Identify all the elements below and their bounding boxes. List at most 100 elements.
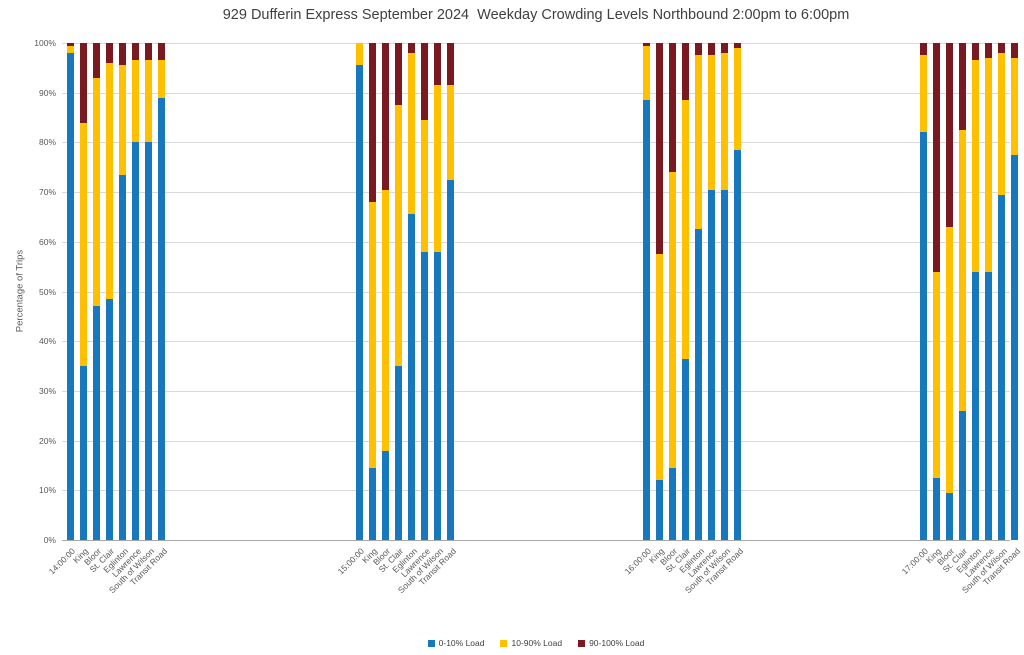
bar-segment-0-10 xyxy=(158,97,165,540)
bar-14:00:00-Transit Road xyxy=(158,43,165,540)
bar-17:00:00-Lawrence xyxy=(985,43,992,540)
bar-group-16:00:00 xyxy=(643,43,741,540)
y-tick-label: 10% xyxy=(38,485,56,496)
bar-segment-90-100 xyxy=(408,43,415,53)
gridline xyxy=(62,490,1010,492)
bar-15:00:00-King xyxy=(369,43,376,540)
bar-segment-10-90 xyxy=(382,189,389,451)
bar-segment-10-90 xyxy=(985,57,992,272)
bar-segment-10-90 xyxy=(643,45,650,101)
y-tick-label: 80% xyxy=(38,137,56,148)
bar-segment-0-10 xyxy=(643,100,650,540)
bar-segment-10-90 xyxy=(669,172,676,468)
bar-segment-90-100 xyxy=(998,43,1005,53)
legend-swatch-icon xyxy=(578,639,586,647)
bar-segment-90-100 xyxy=(93,43,100,78)
bar-segment-90-100 xyxy=(959,43,966,130)
bar-segment-90-100 xyxy=(721,43,728,53)
bar-segment-10-90 xyxy=(408,52,415,215)
bar-segment-90-100 xyxy=(682,43,689,101)
bar-segment-10-90 xyxy=(1011,57,1018,155)
bar-15:00:00-Bloor xyxy=(382,43,389,540)
bar-segment-0-10 xyxy=(67,52,74,540)
bar-17:00:00-Transit Road xyxy=(1011,43,1018,540)
bar-17:00:00-17:00:00 xyxy=(920,43,927,540)
bar-segment-90-100 xyxy=(920,43,927,56)
bar-segment-10-90 xyxy=(959,129,966,411)
bar-14:00:00-Eglinton xyxy=(119,43,126,540)
bar-14:00:00-St. Clair xyxy=(106,43,113,540)
legend-label: 10-90% Load xyxy=(511,638,563,648)
legend-item: 0-10% Load xyxy=(427,638,484,648)
bar-segment-90-100 xyxy=(656,43,663,255)
bar-segment-90-100 xyxy=(132,43,139,61)
bar-segment-0-10 xyxy=(708,189,715,540)
bar-segment-0-10 xyxy=(356,65,363,540)
bar-segment-10-90 xyxy=(434,85,441,252)
gridline xyxy=(62,390,1010,392)
bar-16:00:00-16:00:00 xyxy=(643,43,650,540)
bar-segment-10-90 xyxy=(682,100,689,359)
legend-swatch-icon xyxy=(500,639,508,647)
bar-segment-10-90 xyxy=(447,85,454,180)
bar-segment-90-100 xyxy=(395,43,402,106)
bar-segment-10-90 xyxy=(106,62,113,299)
bar-16:00:00-King xyxy=(656,43,663,540)
legend-label: 90-100% Load xyxy=(589,638,645,648)
bar-segment-90-100 xyxy=(946,43,953,227)
bar-segment-10-90 xyxy=(708,55,715,190)
y-tick-label: 100% xyxy=(34,38,56,48)
bar-14:00:00-Bloor xyxy=(93,43,100,540)
bar-16:00:00-Lawrence xyxy=(708,43,715,540)
bar-segment-10-90 xyxy=(93,77,100,307)
bar-16:00:00-Transit Road xyxy=(734,43,741,540)
bar-segment-90-100 xyxy=(669,43,676,173)
bar-segment-0-10 xyxy=(920,132,927,540)
bar-segment-10-90 xyxy=(721,52,728,190)
bar-segment-90-100 xyxy=(106,43,113,63)
bar-17:00:00-King xyxy=(933,43,940,540)
bar-15:00:00-Transit Road xyxy=(447,43,454,540)
bar-segment-0-10 xyxy=(669,467,676,540)
bar-segment-10-90 xyxy=(933,271,940,478)
bar-segment-0-10 xyxy=(656,480,663,540)
bar-group-17:00:00 xyxy=(920,43,1018,540)
bar-segment-10-90 xyxy=(369,202,376,468)
bar-segment-90-100 xyxy=(67,43,74,46)
bar-segment-10-90 xyxy=(656,254,663,481)
bar-16:00:00-St. Clair xyxy=(682,43,689,540)
gridline xyxy=(62,192,1010,194)
bar-segment-90-100 xyxy=(972,43,979,61)
bar-segment-0-10 xyxy=(93,306,100,540)
bar-segment-0-10 xyxy=(972,271,979,540)
bar-segment-90-100 xyxy=(382,43,389,190)
bar-segment-10-90 xyxy=(356,43,363,66)
bar-segment-10-90 xyxy=(734,47,741,150)
gridline xyxy=(62,540,1010,541)
bar-segment-0-10 xyxy=(80,366,87,540)
bar-segment-10-90 xyxy=(972,60,979,272)
bar-segment-0-10 xyxy=(933,477,940,540)
bar-segment-90-100 xyxy=(708,43,715,56)
bar-segment-90-100 xyxy=(80,43,87,123)
y-tick-label: 30% xyxy=(38,385,56,396)
bar-segment-0-10 xyxy=(946,492,953,540)
bar-segment-0-10 xyxy=(959,410,966,540)
bar-segment-0-10 xyxy=(382,450,389,540)
bar-segment-90-100 xyxy=(643,43,650,46)
bar-segment-90-100 xyxy=(695,43,702,56)
bar-segment-90-100 xyxy=(933,43,940,272)
bar-segment-10-90 xyxy=(920,55,927,133)
bar-segment-0-10 xyxy=(145,142,152,540)
bar-segment-10-90 xyxy=(145,60,152,143)
bar-segment-10-90 xyxy=(998,52,1005,195)
bar-segment-0-10 xyxy=(985,271,992,540)
gridline xyxy=(62,440,1010,442)
bar-segment-0-10 xyxy=(395,366,402,540)
bar-segment-90-100 xyxy=(447,43,454,86)
bar-16:00:00-Eglinton xyxy=(695,43,702,540)
bar-segment-0-10 xyxy=(106,298,113,540)
bar-segment-0-10 xyxy=(447,179,454,540)
bar-group-15:00:00 xyxy=(356,43,454,540)
bar-segment-10-90 xyxy=(119,65,126,175)
